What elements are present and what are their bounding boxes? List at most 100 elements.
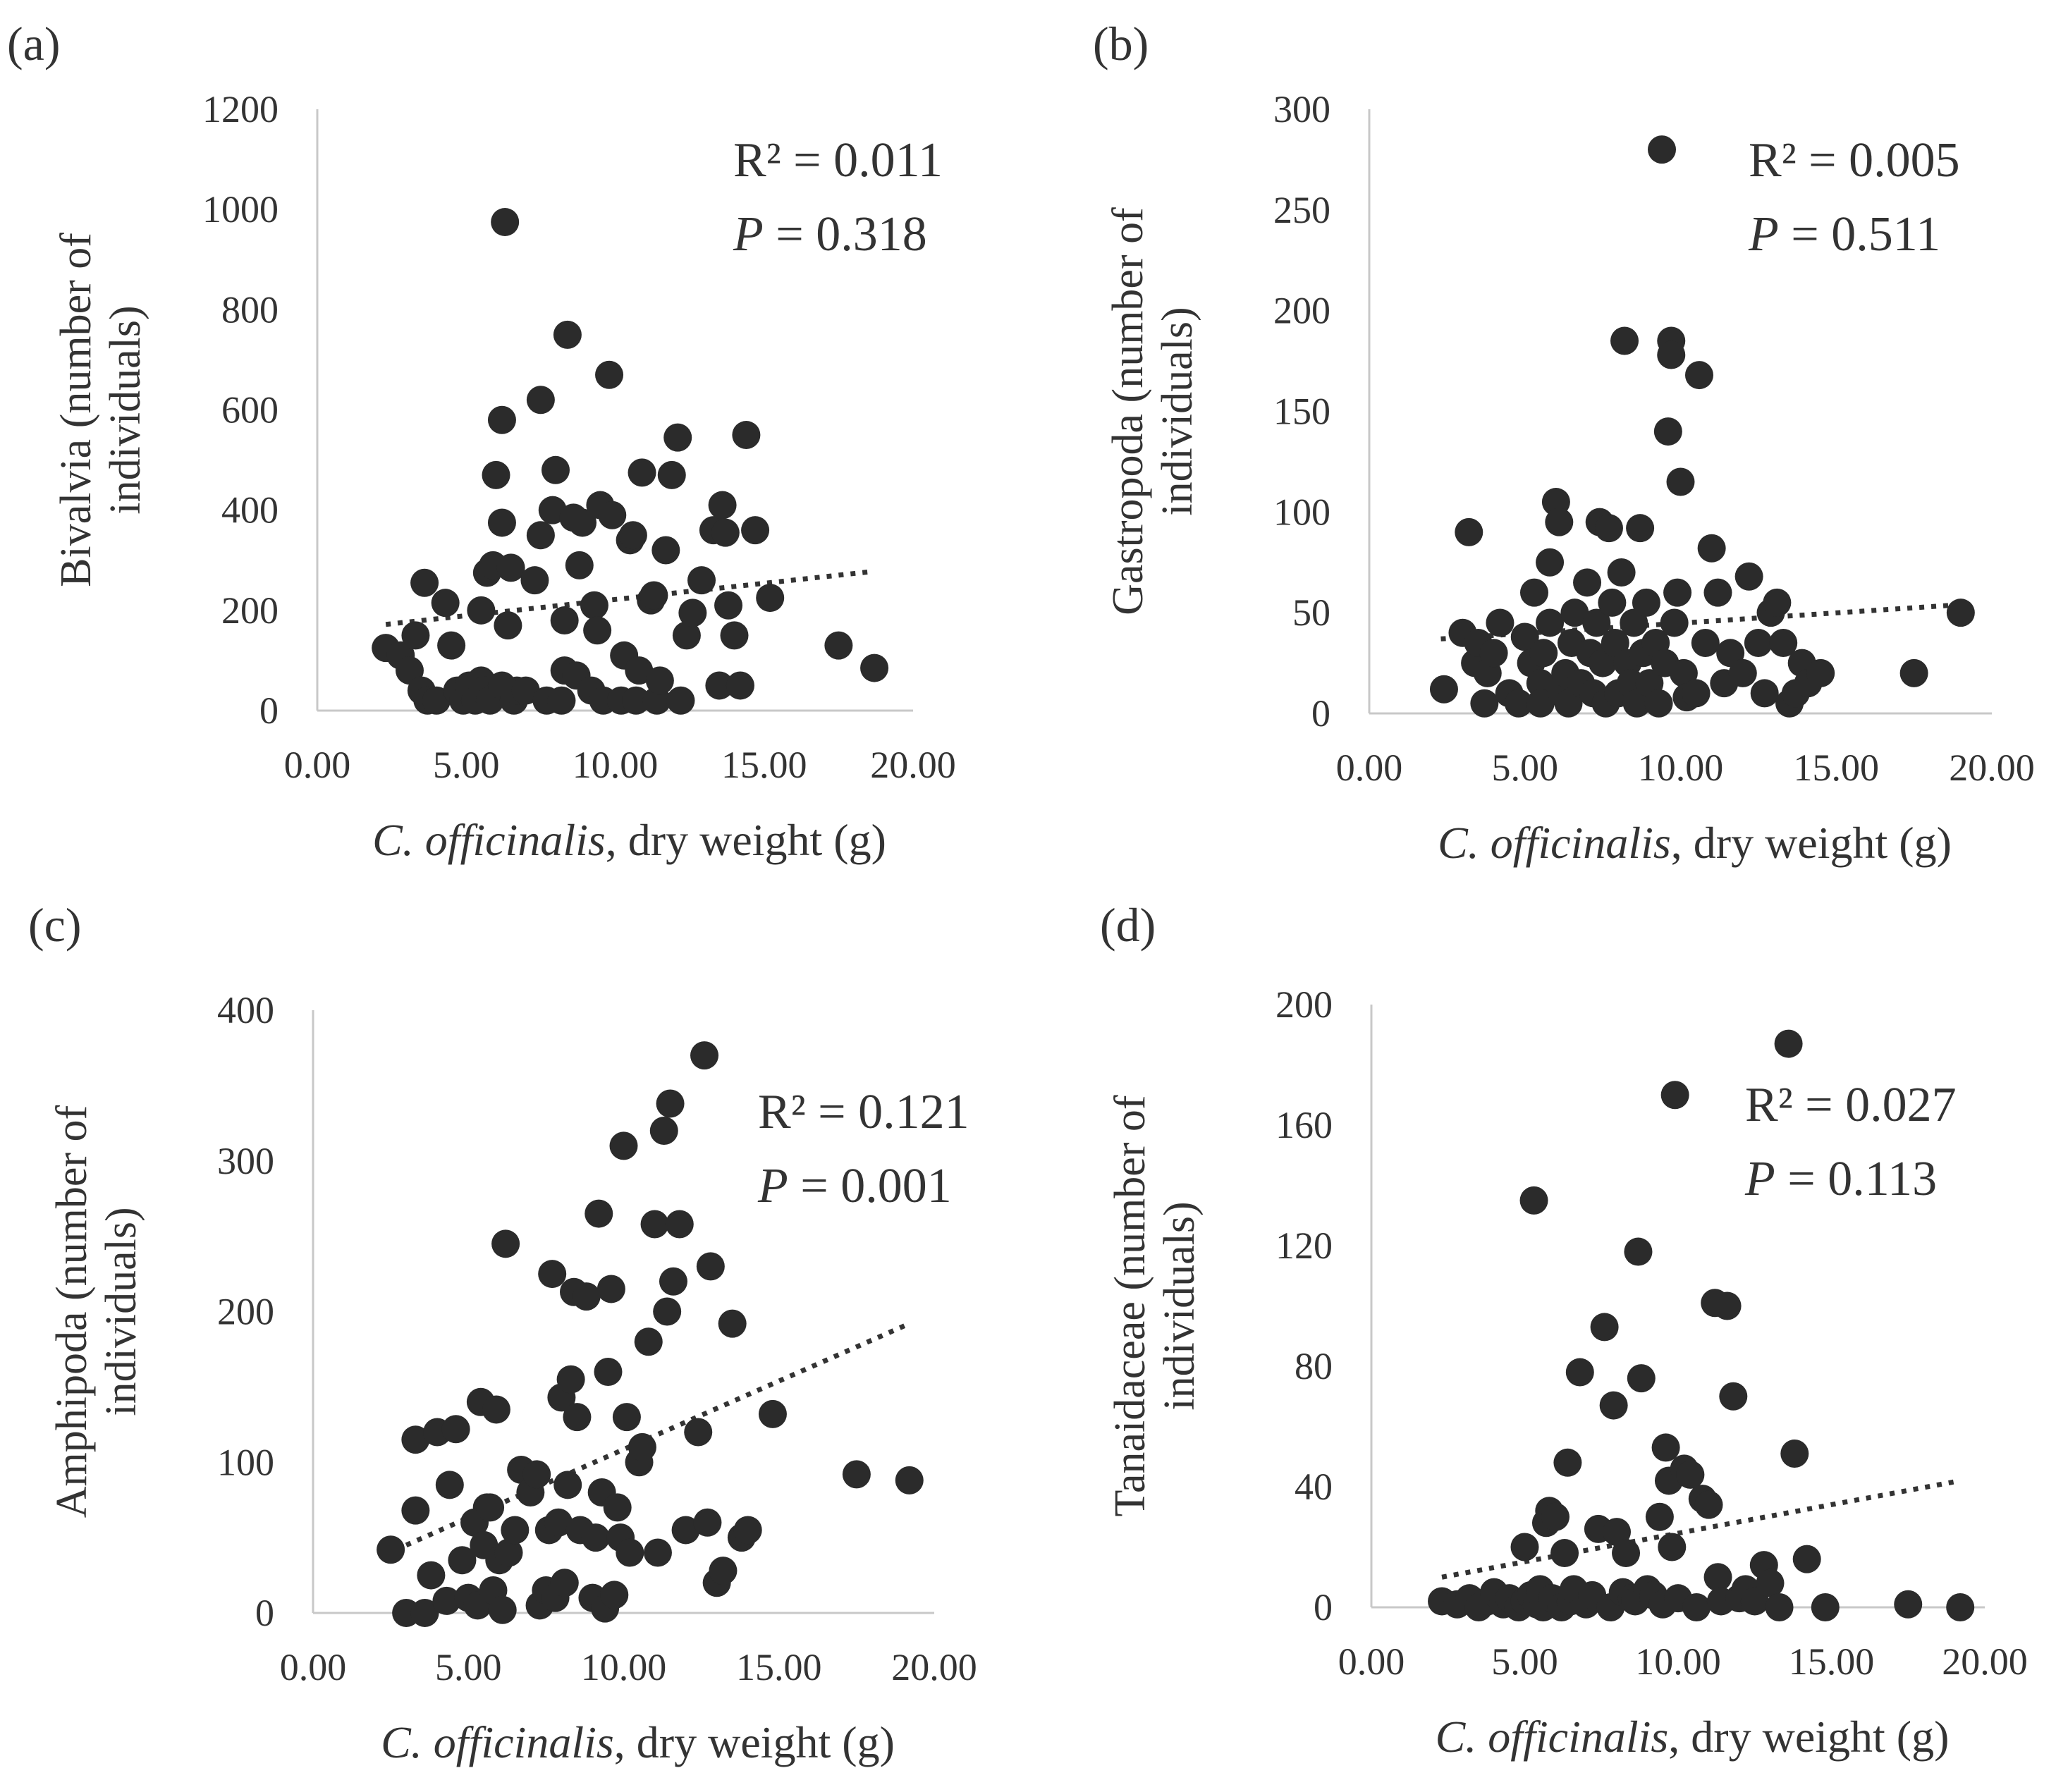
data-point [1663, 578, 1692, 607]
data-point [572, 1282, 601, 1311]
data-point [1486, 608, 1515, 637]
data-point [1598, 588, 1627, 617]
data-point [1946, 1593, 1975, 1621]
y-axis-label-line: individuals) [97, 1207, 145, 1416]
data-point [487, 508, 516, 537]
y-tick-label: 40 [1295, 1466, 1333, 1508]
p-value: = 0.001 [788, 1159, 952, 1213]
data-point [1660, 1081, 1689, 1110]
data-point [410, 1599, 439, 1627]
data-point [665, 1210, 694, 1239]
y-tick-label: 150 [1273, 391, 1330, 433]
y-tick-label: 600 [221, 389, 279, 431]
r-squared-text: R² = 0.005 [1749, 133, 1960, 188]
data-point [1536, 608, 1565, 637]
data-point [1899, 658, 1928, 687]
p-value: = 0.511 [1779, 207, 1940, 262]
data-point [432, 1586, 461, 1615]
x-tick-label: 0.00 [1338, 1640, 1405, 1683]
x-tick-label: 5.00 [433, 744, 500, 786]
panel-label: (b) [1093, 17, 1149, 70]
x-tick-label: 10.00 [1638, 747, 1724, 789]
x-tick-label: 0.00 [280, 1646, 347, 1688]
data-point [1541, 1502, 1569, 1531]
data-point [1658, 1533, 1687, 1561]
data-point [553, 1471, 582, 1499]
data-point [520, 566, 549, 595]
y-axis-label-line: Tanaidaceae (number of [1106, 1095, 1154, 1516]
data-point [1946, 599, 1975, 627]
data-point [1612, 1539, 1641, 1568]
data-point [550, 1569, 579, 1597]
x-tick-label: 5.00 [1492, 747, 1559, 789]
data-point [544, 1508, 573, 1537]
data-point [645, 666, 674, 695]
data-point [1529, 639, 1558, 668]
data-point [824, 631, 853, 660]
data-point [563, 1403, 592, 1432]
data-point [550, 606, 579, 635]
trend-line [405, 1321, 911, 1548]
x-tick-label: 20.00 [1942, 1640, 2028, 1683]
data-point [640, 581, 668, 610]
data-point [511, 676, 540, 705]
chart-panel-d: (d) 0 40 80 120 160 200 0.00 5.00 10.00 15.00 20.00… [1100, 898, 2028, 1762]
data-point [1526, 689, 1555, 718]
data-point [1526, 669, 1555, 698]
data-point [612, 1403, 641, 1432]
data-point [711, 518, 740, 547]
data-point [672, 621, 701, 650]
data-point [565, 551, 594, 579]
data-point [1610, 326, 1639, 355]
data-point [585, 1199, 613, 1228]
data-point [482, 1395, 510, 1424]
data-point [580, 591, 608, 620]
data-point [1536, 548, 1565, 577]
x-axis-label: C. officinalis, dry weight (g) [1436, 1712, 1950, 1762]
data-point [476, 1493, 505, 1522]
y-tick-label: 0 [255, 1592, 274, 1634]
data-point [1519, 1186, 1548, 1215]
data-point [1510, 1533, 1539, 1561]
data-point [1560, 599, 1589, 627]
data-point [422, 686, 451, 715]
p-symbol: P [757, 1159, 788, 1213]
data-point [435, 1471, 464, 1499]
data-point [1594, 514, 1623, 543]
data-point [1626, 514, 1655, 543]
x-tick-label: 5.00 [1491, 1640, 1558, 1683]
x-tick-label: 10.00 [1635, 1640, 1721, 1683]
data-point [1565, 1358, 1594, 1387]
data-point [1653, 417, 1682, 446]
data-point [622, 686, 651, 715]
data-point [1644, 689, 1673, 718]
p-value: = 0.318 [764, 207, 927, 262]
y-tick-label: 100 [217, 1441, 274, 1483]
trend-line [385, 568, 875, 627]
data-point [714, 591, 743, 620]
data-point [842, 1460, 871, 1489]
data-point [547, 686, 576, 715]
r-squared-text: R² = 0.011 [733, 133, 943, 188]
data-point [596, 1275, 625, 1303]
data-point [1716, 639, 1745, 668]
data-point [1603, 1518, 1631, 1547]
data-point [1648, 135, 1677, 164]
data-point [1550, 1539, 1579, 1568]
r-squared-text: R² = 0.121 [758, 1085, 969, 1139]
data-point [1545, 508, 1574, 536]
data-point [1455, 517, 1483, 546]
data-point [581, 1523, 610, 1552]
data-point [1553, 1448, 1582, 1477]
data-point [441, 1415, 470, 1444]
data-point [1632, 588, 1660, 617]
chart-panel-c: (c) 0 100 200 300 400 0.00 5.00 10.00 15.00 20.00 C… [28, 898, 977, 1767]
data-point [733, 1516, 762, 1545]
data-point [1703, 1563, 1732, 1592]
data-point [600, 1581, 629, 1609]
chart-panel-b: (b) 0 50 100 150 200 250 300 0.00 5.00 10.00 15.00 2… [1093, 17, 2035, 868]
data-point [491, 207, 520, 236]
y-tick-label: 50 [1292, 591, 1330, 634]
p-symbol: P [733, 207, 764, 262]
y-axis-label-line: individuals) [1156, 1201, 1204, 1410]
